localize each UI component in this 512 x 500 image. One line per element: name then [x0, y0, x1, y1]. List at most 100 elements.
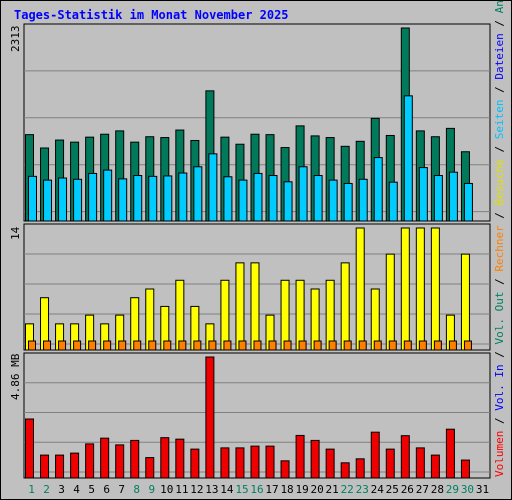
seiten-bar: [88, 172, 98, 222]
rechner-bar: [178, 340, 187, 351]
volumen-bar: [370, 431, 380, 479]
seiten-bar: [148, 175, 158, 222]
legend-entry: Besuche: [493, 159, 506, 206]
seiten-bar: [328, 179, 338, 222]
besuche-bar: [400, 227, 410, 351]
seiten-bar: [388, 181, 398, 222]
seiten-bar: [193, 166, 203, 222]
rechner-bar: [313, 340, 322, 351]
seiten-bar: [358, 178, 368, 222]
seiten-bar: [283, 181, 293, 222]
seiten-bar: [373, 157, 383, 222]
rechner-bar: [418, 340, 427, 351]
day-label: 19: [295, 483, 308, 496]
rechner-bar: [28, 340, 36, 351]
rechner-bar: [388, 340, 397, 351]
day-label: 23: [356, 483, 369, 496]
legend-entry: /: [493, 344, 506, 365]
legend-entry: /: [493, 205, 506, 226]
day-label: 31: [476, 483, 489, 496]
day-label: 26: [401, 483, 414, 496]
besuche-bar: [385, 253, 395, 351]
besuche-bar: [250, 262, 260, 351]
day-label: 21: [326, 483, 339, 496]
day-label: 13: [205, 483, 218, 496]
besuche-bar: [325, 279, 335, 351]
rechner-bar: [343, 340, 352, 351]
day-label: 20: [311, 483, 324, 496]
legend-entry: Dateien: [493, 33, 506, 80]
volumen-bar: [400, 435, 410, 479]
volumen-bar: [355, 458, 365, 479]
volumen-bar: [145, 457, 155, 479]
rechner-bar: [73, 340, 82, 351]
day-label: 6: [103, 483, 110, 496]
day-label: 12: [190, 483, 203, 496]
legend-entry: Rechner: [493, 225, 506, 272]
volumen-bar: [85, 443, 95, 479]
seiten-bar: [58, 177, 68, 222]
volumen-bar: [175, 438, 185, 479]
besuche-bar: [340, 262, 350, 351]
legend-entry: /: [493, 139, 506, 160]
rechner-bar: [448, 340, 457, 351]
day-label: 3: [58, 483, 65, 496]
day-label: 27: [416, 483, 429, 496]
day-label: 10: [160, 483, 173, 496]
seiten-bar: [313, 175, 323, 222]
rechner-bar: [328, 340, 337, 351]
volumen-bar: [460, 459, 470, 479]
rechner-bar: [253, 340, 262, 351]
seiten-bar: [268, 175, 278, 222]
rechner-bar: [208, 340, 217, 351]
volumen-bar: [235, 447, 245, 479]
volumen-bar: [220, 447, 230, 479]
volumen-bar: [25, 418, 34, 479]
day-label: 29: [446, 483, 459, 496]
day-label: 7: [118, 483, 125, 496]
seiten-bar: [253, 172, 263, 222]
seiten-bar: [208, 153, 218, 222]
rechner-bar: [133, 340, 142, 351]
legend-entry: /: [493, 79, 506, 100]
rechner-bar: [43, 340, 52, 351]
rechner-bar: [103, 340, 112, 351]
besuche-bar: [220, 279, 230, 351]
besuche-bar: [415, 227, 425, 351]
rechner-bar: [148, 340, 157, 351]
rechner-bar: [118, 340, 127, 351]
volumen-bar: [250, 445, 260, 479]
volumen-bar: [325, 448, 335, 479]
volume-max-label: 4.86 MB: [9, 353, 22, 400]
day-label: 2: [43, 483, 50, 496]
rechner-bar: [238, 340, 247, 351]
legend-entry: Vol. In: [493, 364, 506, 411]
rechner-bar: [283, 340, 292, 351]
day-label: 4: [73, 483, 80, 496]
day-label: 1: [28, 483, 35, 496]
seiten-bar: [133, 175, 143, 222]
rechner-bar: [58, 340, 67, 351]
volumen-bar: [445, 428, 455, 479]
seiten-bar: [238, 179, 248, 222]
day-label: 24: [371, 483, 385, 496]
rechner-bar: [88, 340, 97, 351]
rechner-bar: [403, 340, 412, 351]
legend-entry: /: [493, 13, 506, 34]
seiten-bar: [178, 172, 188, 222]
legend-entry: /: [493, 410, 506, 431]
seiten-bar: [448, 171, 458, 222]
day-label: 14: [220, 483, 234, 496]
legend-entry: Seiten: [493, 99, 506, 140]
legend-entry: /: [493, 271, 506, 292]
volumen-bar: [295, 434, 305, 479]
day-label: 22: [341, 483, 354, 496]
volumen-bar: [190, 448, 200, 479]
besuche-bar: [235, 262, 245, 351]
rechner-bar: [373, 340, 382, 351]
seiten-bar: [103, 169, 113, 222]
day-label: 9: [148, 483, 155, 496]
volumen-bar: [205, 356, 215, 479]
rechner-bar: [463, 340, 472, 351]
